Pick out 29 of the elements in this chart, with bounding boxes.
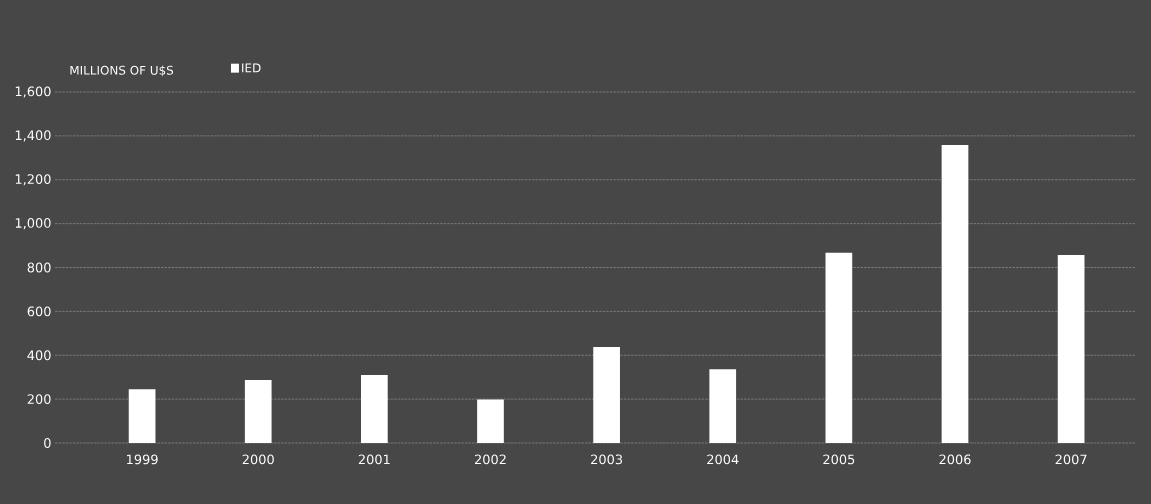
x-tick-label: 2003: [591, 454, 623, 465]
x-tick-label: 2002: [474, 454, 506, 465]
y-tick-label: 0: [44, 438, 51, 448]
x-tick-label: 2006: [939, 454, 971, 465]
bar: [1057, 255, 1085, 443]
y-tick-label: 1,400: [15, 130, 51, 142]
y-axis-title: MILLIONS OF U$S: [70, 65, 174, 77]
y-tick-label: 200: [27, 394, 51, 405]
bar: [825, 252, 853, 443]
bar: [593, 346, 620, 443]
x-tick-label: 2000: [242, 454, 274, 465]
bar: [941, 145, 969, 443]
y-tick-label: 1,000: [15, 218, 51, 230]
bar: [477, 399, 504, 443]
y-tick-label: 800: [27, 262, 51, 273]
y-tick-label: 1,600: [15, 86, 51, 98]
bar: [361, 374, 388, 443]
x-tick-label: 2004: [707, 454, 739, 465]
x-tick-label: 1999: [127, 454, 158, 465]
y-tick-label: 600: [27, 306, 51, 317]
x-tick-label: 2005: [823, 454, 855, 465]
bar: [128, 389, 156, 443]
bar: [244, 380, 272, 443]
legend-label: IED: [242, 63, 261, 73]
y-tick-label: 400: [27, 350, 51, 361]
bar: [709, 369, 737, 443]
y-tick-label: 1,200: [15, 174, 51, 186]
x-tick-label: 2001: [358, 454, 390, 465]
x-tick-label: 2007: [1055, 454, 1087, 465]
